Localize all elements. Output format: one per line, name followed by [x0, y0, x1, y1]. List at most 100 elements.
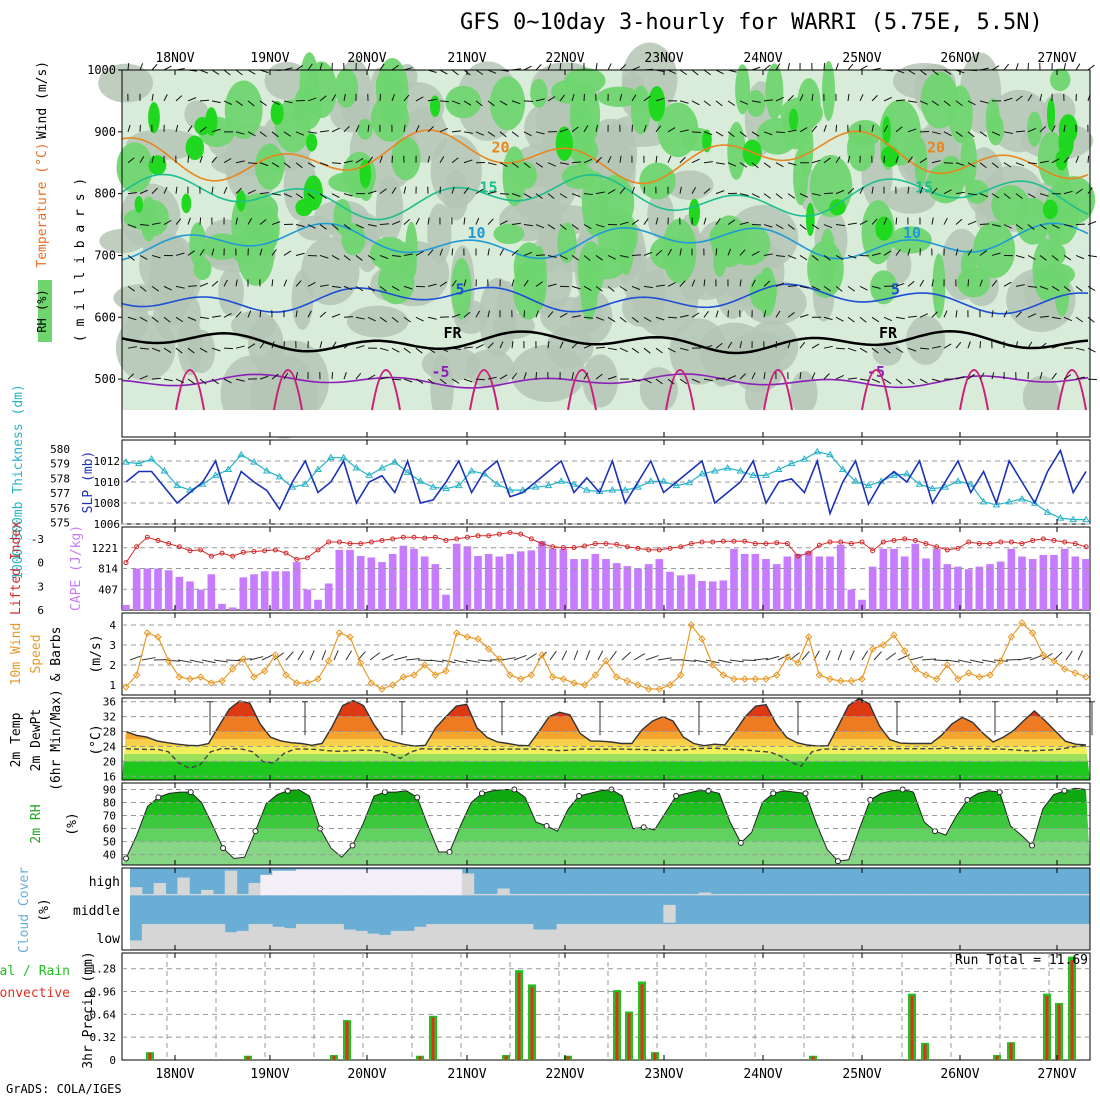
wind-speed-point [442, 667, 450, 675]
wind-barb [151, 377, 161, 380]
lifted-index-point [539, 541, 545, 547]
wind-barb [931, 187, 938, 194]
wind-barb [295, 65, 304, 71]
wind-barbs-axis-label: & Barbs [49, 627, 64, 682]
wind-barb [619, 221, 629, 226]
rh-shade-green [116, 142, 154, 193]
wind-barb [391, 187, 397, 194]
wind-barb [535, 281, 543, 287]
rh-shade-green [1015, 197, 1051, 245]
wind-barb [631, 186, 635, 194]
wind-barb [367, 316, 376, 322]
cloud-clear-cell [189, 924, 202, 950]
wind-barb [703, 188, 711, 195]
wind-speed-point [175, 673, 184, 681]
rh-shade-green [370, 94, 409, 142]
lifted-index-point [123, 560, 129, 566]
cloud-clear-cell [450, 924, 463, 950]
cloud-clear-cell [201, 889, 214, 896]
surface-wind-barb [717, 659, 732, 664]
surface-wind-barb [177, 659, 192, 663]
wind-barb [427, 316, 437, 320]
wind-barb [139, 156, 145, 163]
wind-barb [163, 94, 168, 102]
wind-10m-axis-label: 10m Wind [9, 623, 24, 686]
wind-barb [811, 125, 818, 133]
lifted-index-point [1083, 544, 1089, 550]
wind-speed-point [154, 633, 162, 641]
wind-barb [667, 347, 676, 353]
wind-speed-point [580, 681, 589, 689]
cape-bar [932, 548, 941, 610]
wind-barb [319, 284, 329, 287]
lifted-index-point [998, 539, 1004, 545]
rh-shade-green [369, 236, 409, 271]
wind-barb [175, 124, 179, 132]
wind-barb [823, 124, 827, 132]
wind-barb [679, 280, 686, 287]
lifted-index-point [667, 545, 673, 551]
wind-barb [127, 255, 135, 261]
cloud-clear-cell [663, 904, 676, 923]
rh-shade-mid [301, 237, 360, 306]
wind-barb [535, 64, 542, 71]
wind-barb [871, 285, 881, 289]
wind-barb [979, 162, 987, 169]
thickness-point [237, 450, 246, 458]
wind-barb [571, 224, 579, 230]
cloud-clear-cell [473, 924, 487, 950]
wind-barb [1003, 281, 1012, 287]
wind-barb [295, 193, 304, 199]
wind-barb [211, 128, 221, 133]
wind-barb [343, 224, 352, 230]
thickness-point [941, 483, 950, 490]
isotherm-line [121, 330, 1089, 355]
lifted-index-point [752, 541, 758, 547]
cloud-clear-cell [378, 934, 392, 950]
wind-speed-point [612, 673, 621, 681]
thickness-point [813, 447, 822, 455]
wind-speed-point [602, 657, 610, 665]
wind-barb [331, 341, 337, 349]
isotherm-label: 5 [891, 281, 900, 299]
cape-bar [420, 556, 429, 610]
wind-speed-point [954, 675, 962, 683]
cape-bar [410, 548, 418, 610]
rh-axis-label: RH (%) [35, 289, 49, 332]
wind-barb [271, 279, 274, 287]
rh-shade-mid [535, 105, 580, 135]
cape-bar [804, 551, 813, 610]
cloud-clear-cell [580, 924, 593, 950]
wind-barb [751, 279, 756, 287]
wind-barb [1051, 285, 1060, 292]
rh-shade-mid [540, 185, 562, 257]
wind-speed-point [1082, 673, 1090, 681]
cape-bar [612, 563, 621, 610]
wind-barb [511, 131, 519, 138]
wind-barb [259, 100, 267, 107]
thickness-point [659, 477, 668, 484]
lifted-index-point [507, 530, 513, 536]
cloud-clear-cell [841, 893, 854, 896]
wind-barb [1027, 313, 1036, 318]
wind-barb [511, 341, 514, 349]
wind-barb [847, 347, 857, 352]
rh-point [996, 789, 1003, 796]
wind-barb [487, 310, 490, 318]
wind-speed-point [420, 661, 429, 669]
wind-barb [799, 255, 808, 261]
wind-barb [787, 224, 795, 230]
wind-barb [559, 162, 569, 165]
wind-barb [595, 62, 598, 71]
wind-barb [283, 162, 291, 169]
cloud-clear-cell [900, 924, 913, 950]
cloud-clear-cell [402, 869, 415, 896]
wind-barb [619, 93, 623, 102]
wind-barb [727, 162, 737, 167]
cloud-clear-cell [675, 924, 688, 950]
wind-barb [979, 279, 983, 287]
wind-barb [571, 161, 581, 164]
wind-barb [895, 282, 905, 287]
wind-barb [451, 378, 460, 384]
lifted-index-point [976, 541, 982, 547]
